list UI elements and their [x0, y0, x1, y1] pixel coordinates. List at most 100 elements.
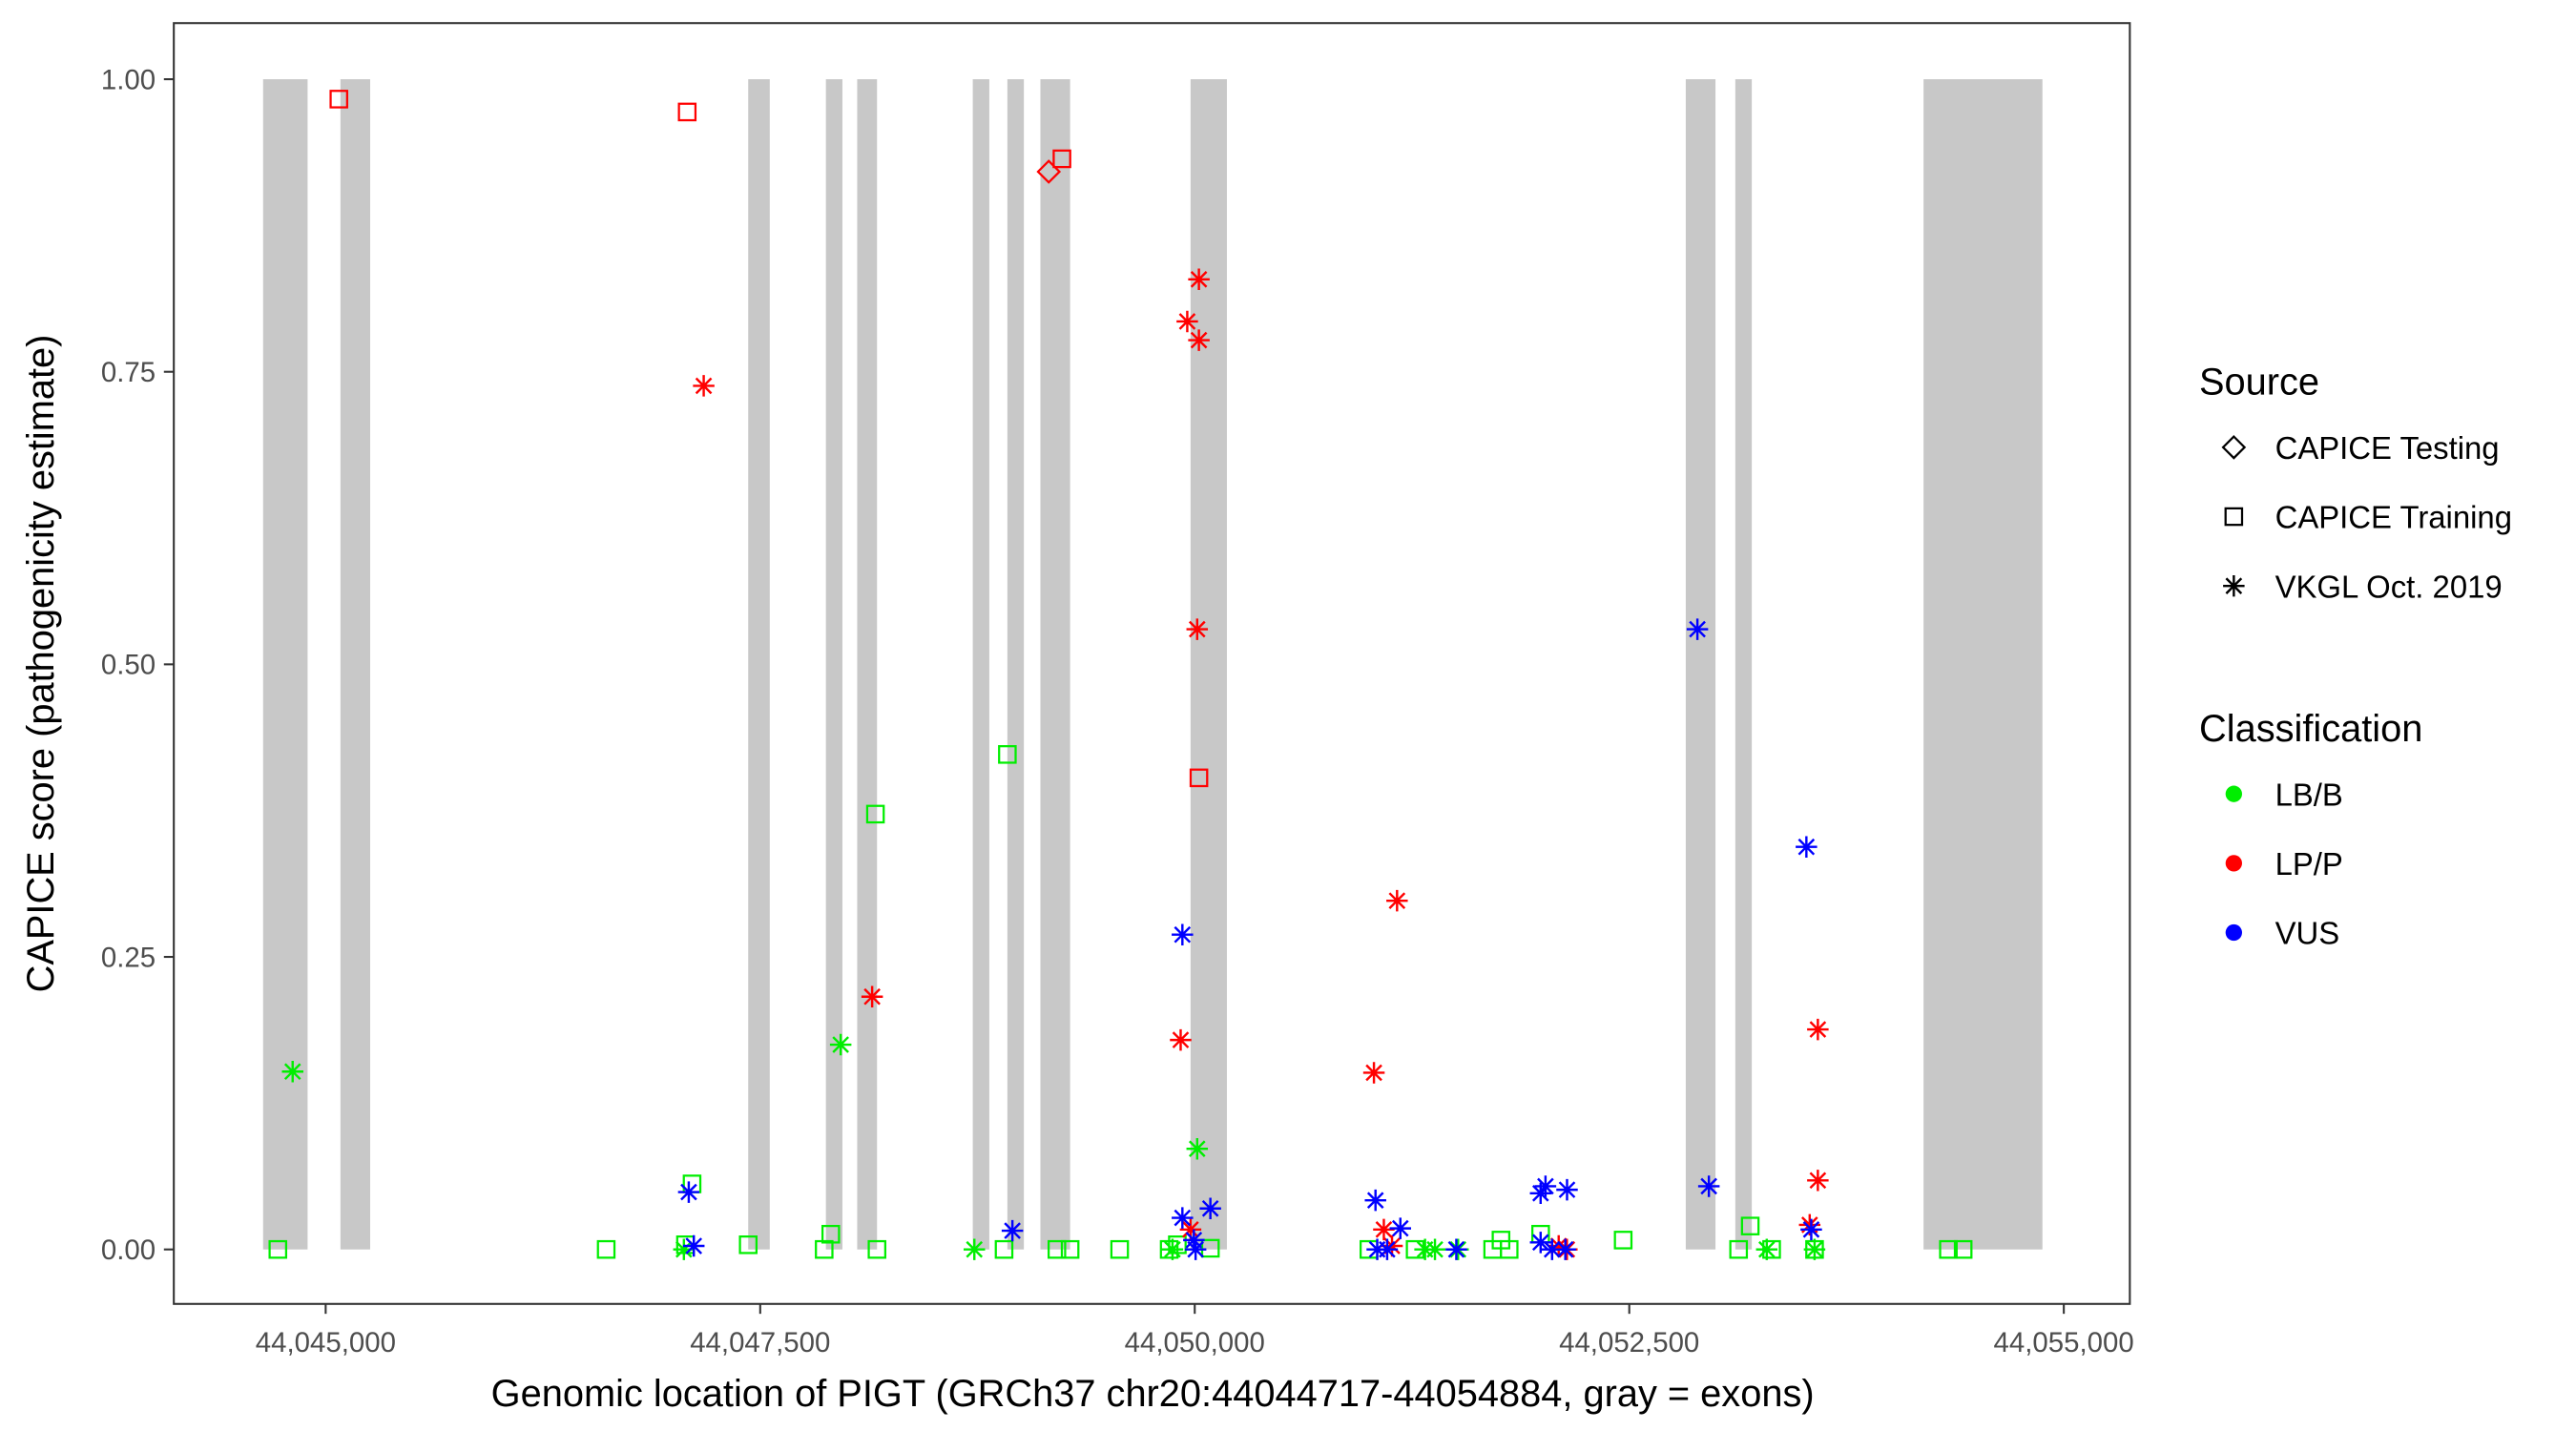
- exon-band: [1190, 79, 1227, 1250]
- x-axis-title: Genomic location of PIGT (GRCh37 chr20:4…: [491, 1373, 1815, 1415]
- data-point: [1729, 1239, 1749, 1259]
- exon-band: [857, 79, 878, 1250]
- data-point: [738, 1235, 758, 1255]
- data-point: [1697, 1175, 1720, 1197]
- data-point: [1556, 1178, 1578, 1201]
- data-point: [1386, 889, 1408, 912]
- data-point: [1554, 1238, 1576, 1260]
- data-point: [1184, 1238, 1207, 1260]
- y-axis-title: CAPICE score (pathogenicity estimate): [20, 335, 62, 993]
- exon-band: [1685, 79, 1716, 1250]
- data-point: [1548, 1234, 1569, 1257]
- x-tick-label: 44,045,000: [256, 1327, 396, 1358]
- legend-dot-icon: [2225, 855, 2242, 872]
- data-point: [268, 1239, 288, 1259]
- legend-class-label: LB/B: [2275, 777, 2343, 812]
- exon-band: [972, 79, 989, 1250]
- data-point: [1170, 1028, 1192, 1051]
- legend: Source CAPICE Testing CAPICE Training VKGL…: [2199, 361, 2512, 950]
- data-point: [1796, 836, 1818, 858]
- data-point: [1807, 1018, 1829, 1041]
- x-tick-label: 44,047,500: [690, 1327, 830, 1358]
- data-point: [1001, 1219, 1024, 1242]
- data-point: [998, 745, 1017, 764]
- data-point: [1200, 1238, 1220, 1258]
- y-tick-label: 0.00: [101, 1234, 156, 1266]
- data-point: [1186, 1137, 1209, 1160]
- data-point: [682, 1234, 705, 1257]
- data-point: [1529, 1182, 1552, 1205]
- x-tick-label: 44,055,000: [1994, 1327, 2134, 1358]
- y-tick-label: 0.25: [101, 942, 156, 973]
- data-point: [821, 1224, 841, 1244]
- exon-band: [1007, 79, 1025, 1250]
- data-point: [1373, 1218, 1395, 1241]
- data-point: [861, 985, 883, 1007]
- legend-source-title: Source: [2199, 361, 2319, 403]
- data-point: [867, 1239, 886, 1259]
- data-point: [677, 102, 697, 122]
- exon-band: [262, 79, 308, 1250]
- data-point: [1188, 329, 1210, 351]
- legend-source-label: CAPICE Training: [2275, 500, 2512, 535]
- x-tick-label: 44,052,500: [1559, 1327, 1699, 1358]
- data-point: [1423, 1238, 1446, 1260]
- data-point: [1172, 1207, 1194, 1229]
- data-point: [1060, 1239, 1080, 1259]
- data-point: [1755, 1238, 1778, 1260]
- data-point: [1188, 268, 1210, 291]
- legend-classification-title: Classification: [2199, 708, 2422, 750]
- data-point: [1803, 1238, 1826, 1260]
- exon-band: [1923, 79, 2043, 1250]
- legend-source-label: CAPICE Testing: [2275, 430, 2500, 466]
- data-point: [1389, 1217, 1412, 1239]
- data-point: [1179, 1218, 1202, 1241]
- data-point: [1183, 1229, 1205, 1252]
- data-point: [1362, 1062, 1385, 1084]
- data-point: [1364, 1189, 1386, 1212]
- data-point: [596, 1239, 616, 1259]
- data-point: [1500, 1239, 1519, 1259]
- legend-class-label: VUS: [2275, 916, 2340, 951]
- exon-band: [1735, 79, 1753, 1250]
- data-point: [1529, 1232, 1552, 1254]
- exon-band: [340, 79, 370, 1250]
- data-point: [1186, 618, 1209, 640]
- data-point: [1534, 1175, 1557, 1197]
- exon-band: [748, 79, 770, 1250]
- data-point: [1740, 1216, 1760, 1235]
- x-axis: 44,045,000 44,047,500 44,050,000 44,052,500…: [256, 1303, 2134, 1358]
- y-tick-label: 0.50: [101, 650, 156, 681]
- data-point: [1800, 1218, 1822, 1241]
- data-point: [1445, 1238, 1467, 1260]
- legend-source-label: VKGL Oct. 2019: [2275, 569, 2503, 604]
- legend-dot-icon: [2225, 923, 2242, 942]
- legend-diamond-icon: [2221, 435, 2247, 460]
- data-point: [1048, 1239, 1067, 1259]
- data-point: [1376, 1238, 1399, 1260]
- data-point: [329, 90, 348, 109]
- data-point: [1613, 1231, 1633, 1250]
- data-point: [1807, 1170, 1829, 1192]
- legend-square-icon: [2224, 507, 2244, 527]
- data-point: [1052, 149, 1071, 169]
- legend-class-label: LP/P: [2275, 846, 2343, 881]
- data-point: [1189, 768, 1209, 788]
- data-point: [677, 1181, 700, 1203]
- data-point: [1172, 923, 1194, 945]
- data-point: [673, 1238, 696, 1260]
- data-points: [268, 90, 1973, 1260]
- y-tick-label: 0.75: [101, 357, 156, 388]
- y-tick-label: 1.00: [101, 64, 156, 95]
- exon-band: [1040, 79, 1070, 1250]
- data-point: [1176, 310, 1198, 333]
- data-point: [1541, 1238, 1564, 1260]
- exon-band: [825, 79, 842, 1250]
- data-point: [1686, 618, 1709, 640]
- data-point: [1199, 1197, 1221, 1220]
- plot-panel-border: [173, 22, 2131, 1305]
- data-point: [1939, 1239, 1958, 1259]
- data-point: [815, 1239, 834, 1259]
- data-point: [1110, 1239, 1130, 1259]
